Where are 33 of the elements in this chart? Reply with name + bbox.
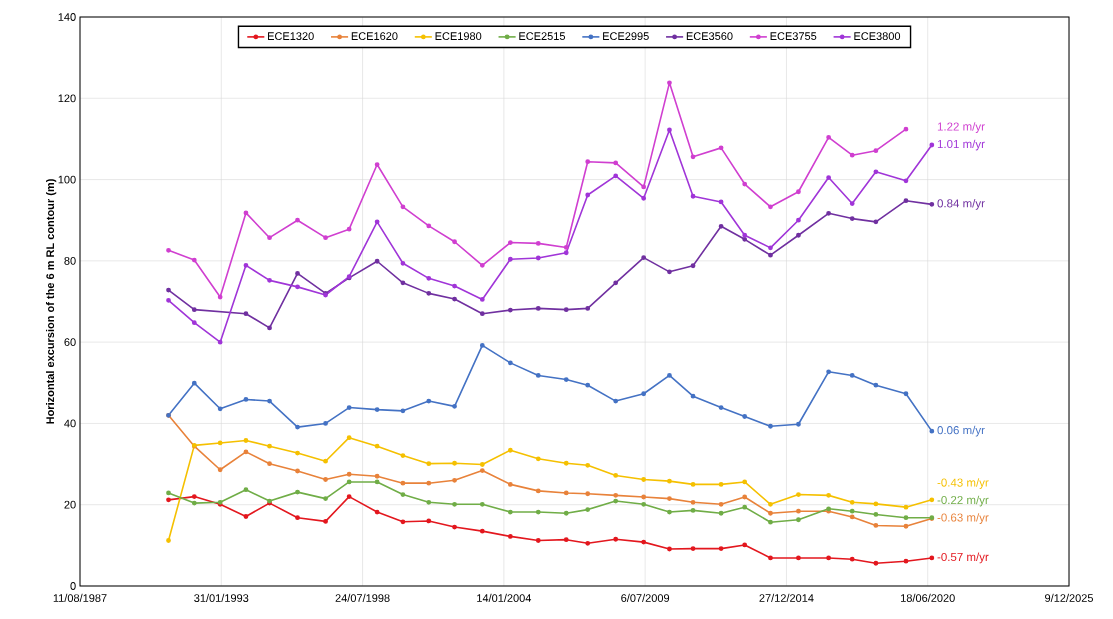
legend-label: ECE2995 xyxy=(603,32,649,41)
annotation: 0.06 m/yr xyxy=(937,425,985,437)
annotation: -0.22 m/yr xyxy=(937,495,989,507)
legend-label: ECE3800 xyxy=(854,32,901,41)
y-axis-title: Horizontal excursion of the 6 m RL contour (m) xyxy=(46,179,57,424)
annotation: -0.57 m/yr xyxy=(937,552,989,564)
annotation: -0.63 m/yr xyxy=(937,513,989,524)
x-tick-label: 6/07/2009 xyxy=(621,593,670,602)
y-tick-label: 0 xyxy=(70,582,76,590)
legend-label: ECE1980 xyxy=(435,32,482,41)
legend-label: ECE1320 xyxy=(268,32,314,41)
legend-label: ECE2515 xyxy=(519,32,566,41)
legend-label: ECE3560 xyxy=(686,32,733,41)
x-tick-label: 9/12/2025 xyxy=(1045,593,1093,602)
annotation: -0.43 m/yr xyxy=(937,478,989,489)
y-tick-label: 100 xyxy=(58,175,76,184)
legend-label: ECE3755 xyxy=(770,32,817,41)
y-tick-label: 140 xyxy=(58,13,76,21)
x-tick-label: 27/12/2014 xyxy=(759,593,814,602)
y-tick-label: 40 xyxy=(64,419,76,428)
y-tick-label: 20 xyxy=(64,500,76,509)
y-tick-label: 120 xyxy=(58,94,76,103)
y-tick-label: 60 xyxy=(64,338,76,347)
annotation: 1.01 m/yr xyxy=(937,139,985,151)
x-tick-label: 24/07/1998 xyxy=(335,593,390,602)
x-tick-label: 11/08/1987 xyxy=(53,593,107,602)
legend-label: ECE1620 xyxy=(351,32,398,41)
x-tick-label: 14/01/2004 xyxy=(477,593,532,602)
y-tick-label: 80 xyxy=(64,256,76,265)
annotation: 0.84 m/yr xyxy=(937,199,985,210)
annotation: 1.22 m/yr xyxy=(937,122,985,133)
x-tick-label: 31/01/1993 xyxy=(194,593,249,602)
x-tick-label: 18/06/2020 xyxy=(901,593,955,602)
